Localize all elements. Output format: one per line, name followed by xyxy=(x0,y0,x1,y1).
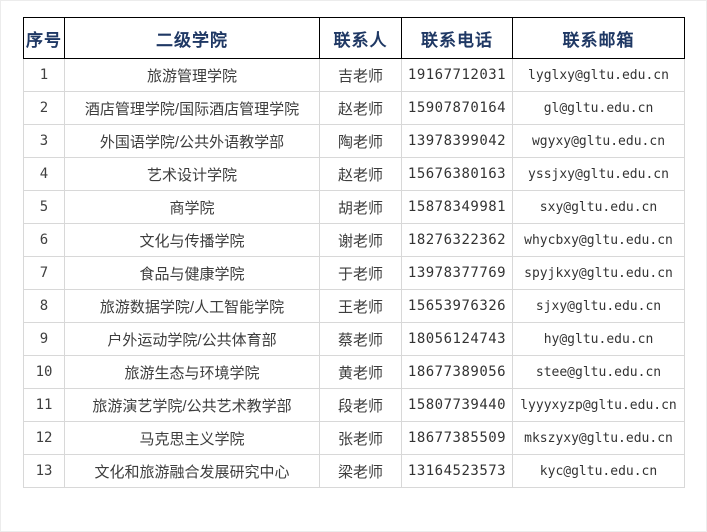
cell-email: spyjkxy@gltu.edu.cn xyxy=(512,256,685,290)
cell-email: hy@gltu.edu.cn xyxy=(512,322,685,356)
cell-seq: 6 xyxy=(23,223,65,257)
cell-phone: 18056124743 xyxy=(401,322,513,356)
cell-phone: 15676380163 xyxy=(401,157,513,191)
cell-seq: 3 xyxy=(23,124,65,158)
cell-contact: 段老师 xyxy=(319,388,402,422)
cell-seq: 13 xyxy=(23,454,65,488)
col-header-contact: 联系人 xyxy=(319,17,402,59)
cell-phone: 13978399042 xyxy=(401,124,513,158)
cell-email: stee@gltu.edu.cn xyxy=(512,355,685,389)
cell-contact: 于老师 xyxy=(319,256,402,290)
cell-contact: 吉老师 xyxy=(319,58,402,92)
cell-phone: 19167712031 xyxy=(401,58,513,92)
table-row: 2 酒店管理学院/国际酒店管理学院 赵老师 15907870164 gl@glt… xyxy=(23,91,685,125)
cell-contact: 陶老师 xyxy=(319,124,402,158)
cell-college: 食品与健康学院 xyxy=(64,256,320,290)
cell-college: 艺术设计学院 xyxy=(64,157,320,191)
college-contact-table: 序号 二级学院 联系人 联系电话 联系邮箱 1 旅游管理学院 吉老师 19167… xyxy=(23,17,685,488)
table-row: 4 艺术设计学院 赵老师 15676380163 yssjxy@gltu.edu… xyxy=(23,157,685,191)
cell-college: 户外运动学院/公共体育部 xyxy=(64,322,320,356)
cell-email: whycbxy@gltu.edu.cn xyxy=(512,223,685,257)
cell-email: sjxy@gltu.edu.cn xyxy=(512,289,685,323)
cell-email: yssjxy@gltu.edu.cn xyxy=(512,157,685,191)
cell-phone: 15878349981 xyxy=(401,190,513,224)
cell-seq: 9 xyxy=(23,322,65,356)
cell-seq: 5 xyxy=(23,190,65,224)
cell-email: lyyyxyzp@gltu.edu.cn xyxy=(512,388,685,422)
col-header-seq: 序号 xyxy=(23,17,65,59)
table-row: 1 旅游管理学院 吉老师 19167712031 lyglxy@gltu.edu… xyxy=(23,58,685,92)
table-row: 8 旅游数据学院/人工智能学院 王老师 15653976326 sjxy@glt… xyxy=(23,289,685,323)
cell-seq: 11 xyxy=(23,388,65,422)
table-row: 13 文化和旅游融合发展研究中心 梁老师 13164523573 kyc@glt… xyxy=(23,454,685,488)
cell-phone: 15907870164 xyxy=(401,91,513,125)
cell-contact: 黄老师 xyxy=(319,355,402,389)
cell-college: 酒店管理学院/国际酒店管理学院 xyxy=(64,91,320,125)
cell-phone: 18276322362 xyxy=(401,223,513,257)
col-header-college: 二级学院 xyxy=(64,17,320,59)
cell-email: kyc@gltu.edu.cn xyxy=(512,454,685,488)
cell-phone: 15807739440 xyxy=(401,388,513,422)
table-row: 10 旅游生态与环境学院 黄老师 18677389056 stee@gltu.e… xyxy=(23,355,685,389)
cell-contact: 谢老师 xyxy=(319,223,402,257)
table-body: 1 旅游管理学院 吉老师 19167712031 lyglxy@gltu.edu… xyxy=(23,58,685,488)
table-row: 12 马克思主义学院 张老师 18677385509 mkszyxy@gltu.… xyxy=(23,421,685,455)
col-header-email: 联系邮箱 xyxy=(512,17,685,59)
cell-phone: 18677389056 xyxy=(401,355,513,389)
cell-email: sxy@gltu.edu.cn xyxy=(512,190,685,224)
cell-college: 外国语学院/公共外语教学部 xyxy=(64,124,320,158)
cell-college: 旅游数据学院/人工智能学院 xyxy=(64,289,320,323)
cell-seq: 7 xyxy=(23,256,65,290)
cell-phone: 15653976326 xyxy=(401,289,513,323)
cell-contact: 胡老师 xyxy=(319,190,402,224)
header-row: 序号 二级学院 联系人 联系电话 联系邮箱 xyxy=(23,17,685,59)
cell-seq: 1 xyxy=(23,58,65,92)
cell-college: 文化与传播学院 xyxy=(64,223,320,257)
table-row: 7 食品与健康学院 于老师 13978377769 spyjkxy@gltu.e… xyxy=(23,256,685,290)
cell-college: 旅游生态与环境学院 xyxy=(64,355,320,389)
cell-phone: 18677385509 xyxy=(401,421,513,455)
cell-seq: 8 xyxy=(23,289,65,323)
cell-email: wgyxy@gltu.edu.cn xyxy=(512,124,685,158)
cell-email: gl@gltu.edu.cn xyxy=(512,91,685,125)
cell-seq: 12 xyxy=(23,421,65,455)
cell-phone: 13164523573 xyxy=(401,454,513,488)
cell-college: 商学院 xyxy=(64,190,320,224)
cell-college: 文化和旅游融合发展研究中心 xyxy=(64,454,320,488)
table-row: 5 商学院 胡老师 15878349981 sxy@gltu.edu.cn xyxy=(23,190,685,224)
cell-contact: 赵老师 xyxy=(319,157,402,191)
cell-email: lyglxy@gltu.edu.cn xyxy=(512,58,685,92)
table-row: 11 旅游演艺学院/公共艺术教学部 段老师 15807739440 lyyyxy… xyxy=(23,388,685,422)
cell-phone: 13978377769 xyxy=(401,256,513,290)
cell-college: 旅游管理学院 xyxy=(64,58,320,92)
cell-contact: 蔡老师 xyxy=(319,322,402,356)
cell-college: 旅游演艺学院/公共艺术教学部 xyxy=(64,388,320,422)
cell-email: mkszyxy@gltu.edu.cn xyxy=(512,421,685,455)
cell-contact: 张老师 xyxy=(319,421,402,455)
table-row: 3 外国语学院/公共外语教学部 陶老师 13978399042 wgyxy@gl… xyxy=(23,124,685,158)
cell-seq: 4 xyxy=(23,157,65,191)
col-header-phone: 联系电话 xyxy=(401,17,513,59)
cell-college: 马克思主义学院 xyxy=(64,421,320,455)
cell-seq: 2 xyxy=(23,91,65,125)
table-row: 6 文化与传播学院 谢老师 18276322362 whycbxy@gltu.e… xyxy=(23,223,685,257)
cell-contact: 赵老师 xyxy=(319,91,402,125)
cell-seq: 10 xyxy=(23,355,65,389)
cell-contact: 王老师 xyxy=(319,289,402,323)
table-row: 9 户外运动学院/公共体育部 蔡老师 18056124743 hy@gltu.e… xyxy=(23,322,685,356)
cell-contact: 梁老师 xyxy=(319,454,402,488)
table-header: 序号 二级学院 联系人 联系电话 联系邮箱 xyxy=(23,17,685,59)
